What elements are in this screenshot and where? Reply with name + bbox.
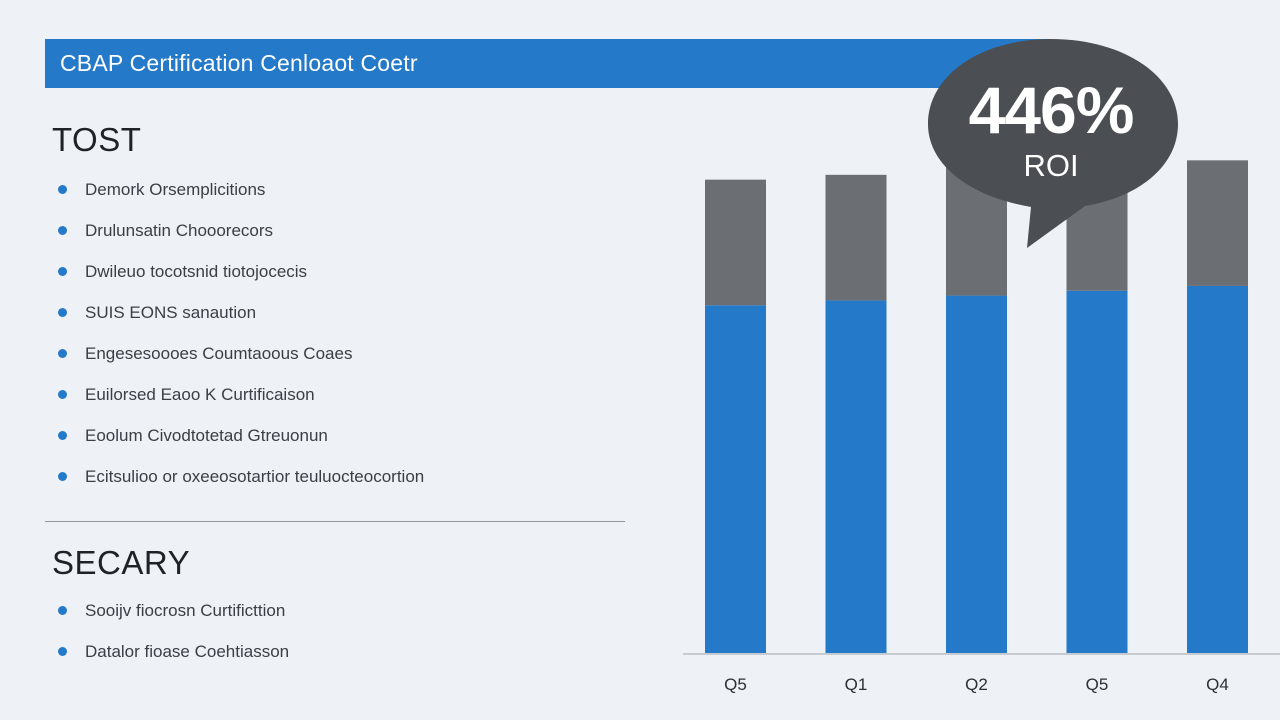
bar-q4-series-1 [1187,285,1248,653]
list-item: Demork Orsemplicitions [58,169,424,210]
roi-value: 446% [968,73,1135,147]
list-item: Ecitsulioo or oxeeosotartior teuluocteoc… [58,456,424,497]
list-item: Drulunsatin Chooorecors [58,210,424,251]
bar-q1-series-1 [825,300,887,653]
section-2-list: Sooijv fiocrosn Curtificttion Datalor fi… [58,590,289,672]
bullet-icon [58,472,67,481]
bar-q5-series-2 [705,179,766,306]
bullet-icon [58,226,67,235]
bullet-icon [58,185,67,194]
x-tick-label: Q4 [1206,675,1229,694]
list-item: Euilorsed Eaoo K Curtificaison [58,374,424,415]
roi-callout-bubble [928,39,1178,248]
bar-q2-series-1 [946,295,1007,653]
title-banner: CBAP Certification Cenloaot Coetr [45,39,1045,88]
x-tick-label: Q1 [845,675,868,694]
bullet-icon [58,647,67,656]
section-divider [45,521,625,522]
roi-label: ROI [1023,148,1079,183]
bar-q5-series-1 [1066,290,1128,653]
list-item: Dwileuo tocotsnid tiotojocecis [58,251,424,292]
x-tick-label: Q5 [1086,675,1109,694]
bullet-icon [58,308,67,317]
section-heading-2: SECARY [52,544,191,581]
list-item: Engesesoooes Coumtaoous Coaes [58,333,424,374]
bar-q4-series-2 [1187,160,1248,286]
list-item: Datalor fioase Coehtiasson [58,631,289,672]
x-tick-label: Q5 [724,675,747,694]
bullet-icon [58,349,67,358]
page-title: CBAP Certification Cenloaot Coetr [60,50,418,76]
bullet-icon [58,606,67,615]
section-heading-1: TOST [52,121,142,158]
bar-q5-series-1 [705,305,766,653]
bullet-icon [58,390,67,399]
list-item: Sooijv fiocrosn Curtificttion [58,590,289,631]
list-item: Eoolum Civodtotetad Gtreuonun [58,415,424,456]
bar-q1-series-2 [825,174,887,301]
bullet-icon [58,431,67,440]
list-item: SUIS EONS sanaution [58,292,424,333]
bullet-icon [58,267,67,276]
x-tick-label: Q2 [965,675,988,694]
callout-bubble-shape [928,39,1178,248]
section-1-list: Demork Orsemplicitions Drulunsatin Chooo… [58,169,424,497]
